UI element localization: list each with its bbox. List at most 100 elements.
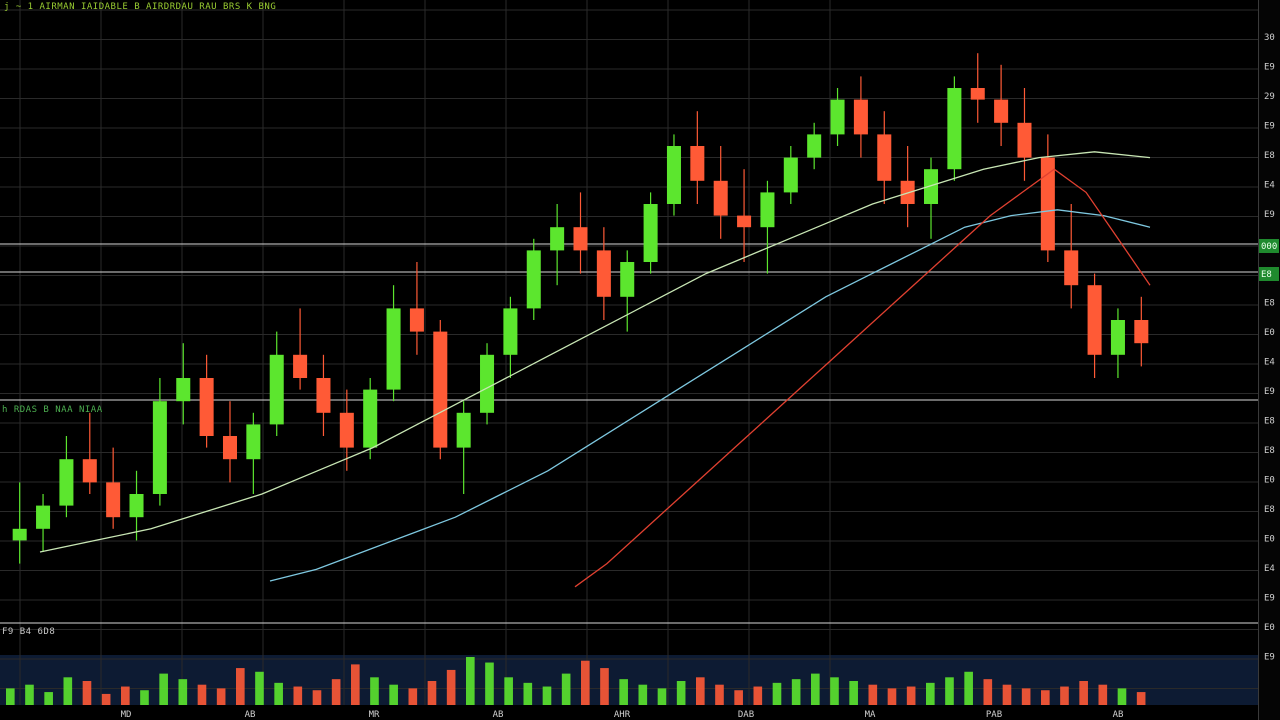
candle-body — [363, 389, 378, 448]
x-axis-label: AHR — [614, 710, 631, 720]
y-axis-label: E9 — [1264, 594, 1275, 604]
volume-bar — [619, 679, 628, 705]
volume-bar — [293, 686, 303, 705]
moving-average-slow — [574, 168, 1151, 588]
x-axis-label: MD — [121, 710, 132, 720]
candle-body — [456, 412, 471, 448]
candle-body — [176, 378, 191, 402]
volume-bar — [274, 682, 283, 705]
volume-bar — [504, 677, 513, 705]
x-axis-label: MR — [369, 710, 380, 720]
y-axis-label: E9 — [1264, 653, 1275, 663]
y-axis-label: 29 — [1264, 92, 1275, 102]
y-axis-label: E9 — [1264, 387, 1275, 397]
volume-bar — [887, 688, 897, 705]
candle-body — [386, 308, 401, 390]
volume-bar — [600, 668, 609, 705]
volume-bar — [542, 686, 552, 705]
candle-body — [433, 331, 448, 448]
volume-bar — [581, 660, 590, 705]
candle-body — [222, 436, 237, 460]
volume-bar — [427, 681, 437, 705]
x-axis-label: PAB — [986, 710, 1002, 720]
volume-bar — [1060, 686, 1069, 705]
volume-bar — [63, 677, 73, 705]
x-axis-label: DAB — [738, 710, 754, 720]
candle-body — [573, 227, 588, 251]
candle-body — [1110, 320, 1125, 355]
price-flag — [1259, 267, 1279, 281]
volume-bar — [753, 686, 763, 705]
volume-bar — [983, 679, 993, 705]
candle-body — [760, 192, 775, 228]
volume-bar — [561, 673, 571, 705]
candle-body — [59, 459, 74, 506]
volume-bar — [1079, 681, 1088, 705]
volume-bar — [926, 682, 935, 705]
candle-body — [12, 528, 27, 541]
volume-bar — [696, 677, 705, 705]
volume-bar — [389, 684, 398, 705]
y-axis-label: E0 — [1264, 328, 1275, 338]
candle-body — [106, 482, 121, 518]
volume-bar — [849, 681, 858, 705]
volume-bar — [466, 657, 475, 705]
candle-body — [1134, 320, 1149, 344]
candle-body — [246, 424, 261, 460]
volume-bar — [408, 688, 418, 705]
candle-body — [1040, 157, 1055, 251]
volume-bar — [6, 688, 15, 705]
candle-body — [713, 180, 728, 216]
pane-label: h RDAS B NAA NIAA — [2, 405, 103, 415]
x-axis-label: AB — [493, 710, 504, 720]
candle-body — [970, 88, 985, 100]
volume-bar — [868, 684, 878, 705]
volume-bar — [178, 679, 188, 705]
volume-label: F9 B4 6D8 — [2, 627, 56, 637]
candle-body — [550, 227, 565, 251]
chart-title: j ~ 1 AIRMAN IAIDABLE B AIRDRDAU RAU BRS… — [4, 2, 277, 12]
candle-body — [830, 99, 845, 135]
volume-bar — [734, 690, 743, 705]
volume-bar — [351, 664, 360, 705]
volume-bar — [657, 688, 667, 705]
candle-body — [339, 412, 354, 448]
volume-bar — [446, 669, 456, 705]
candle-body — [853, 99, 868, 135]
candle-body — [807, 134, 822, 158]
volume-bar — [312, 690, 322, 705]
volume-bar — [121, 686, 130, 705]
y-axis-label: E0 — [1264, 623, 1275, 633]
volume-bar — [638, 684, 648, 705]
moving-average-fast — [39, 151, 1151, 553]
candle-body — [666, 146, 681, 204]
candle-body — [947, 88, 962, 170]
candle-body — [1017, 122, 1032, 158]
price-flag-label: E8 — [1261, 270, 1272, 280]
x-axis-label: MA — [865, 710, 876, 720]
candle-body — [526, 250, 541, 309]
y-axis-label: E8 — [1264, 299, 1275, 309]
volume-bar — [676, 681, 686, 705]
volume-bar — [140, 690, 149, 705]
volume-bar — [82, 681, 92, 705]
volume-bar — [101, 693, 111, 705]
candle-body — [480, 354, 495, 413]
y-axis-label: E9 — [1264, 122, 1275, 132]
volume-bar — [255, 671, 264, 705]
candle-body — [1087, 285, 1102, 355]
y-axis-label: E8 — [1264, 417, 1275, 427]
candle-body — [877, 134, 892, 181]
volume-bar — [485, 662, 494, 705]
candle-body — [503, 308, 518, 355]
x-axis-label: AB — [1113, 710, 1124, 720]
volume-bar — [197, 684, 207, 705]
volume-bar — [1117, 688, 1127, 705]
volume-bar — [945, 677, 954, 705]
y-axis-label: 30 — [1264, 33, 1275, 43]
volume-bar — [811, 673, 820, 705]
volume-bar — [370, 677, 379, 705]
candle-body — [994, 99, 1009, 123]
candle-body — [293, 354, 308, 378]
